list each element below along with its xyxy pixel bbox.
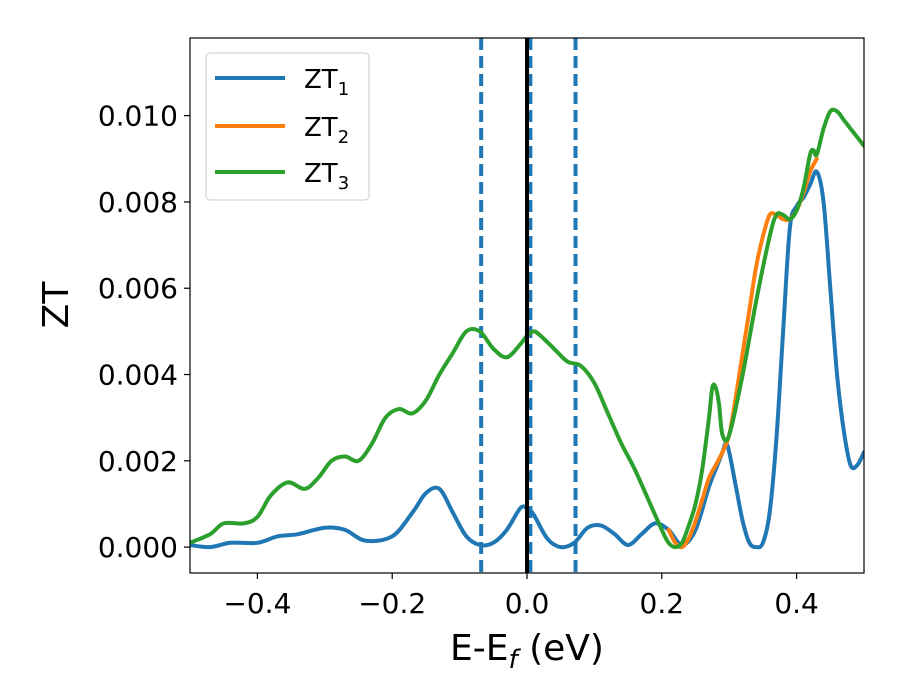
- y-tick-label: 0.008: [98, 186, 178, 219]
- y-tick-label: 0.010: [98, 100, 178, 133]
- x-axis-label: E-Ef (eV): [450, 628, 604, 675]
- x-tick-label: −0.4: [223, 587, 291, 620]
- plot-layer: [190, 38, 864, 573]
- y-tick-label: 0.000: [98, 531, 178, 564]
- y-axis-label: ZT: [36, 281, 77, 329]
- x-axis-label-unit: (eV): [518, 628, 604, 669]
- legend-frame: [205, 52, 370, 201]
- legend-label-zt2: ZT2: [304, 113, 349, 148]
- y-tick-label: 0.004: [98, 359, 178, 392]
- x-tick-label: 0.0: [505, 587, 550, 620]
- y-tick-label: 0.002: [98, 445, 178, 478]
- x-tick-label: −0.2: [358, 587, 426, 620]
- x-axis-label-main: E-E: [450, 628, 508, 669]
- x-axis: −0.4 −0.2 0.0 0.2 0.4: [223, 573, 819, 620]
- x-tick-label: 0.2: [640, 587, 685, 620]
- legend-label-zt1: ZT1: [304, 65, 349, 100]
- series-line-zt3: [190, 107, 864, 550]
- legend: ZT1 ZT2 ZT3: [205, 52, 370, 201]
- y-tick-label: 0.006: [98, 272, 178, 305]
- x-tick-label: 0.4: [774, 587, 819, 620]
- legend-label-zt3: ZT3: [304, 159, 349, 194]
- y-axis: 0.000 0.002 0.004 0.006 0.008 0.010: [98, 100, 190, 564]
